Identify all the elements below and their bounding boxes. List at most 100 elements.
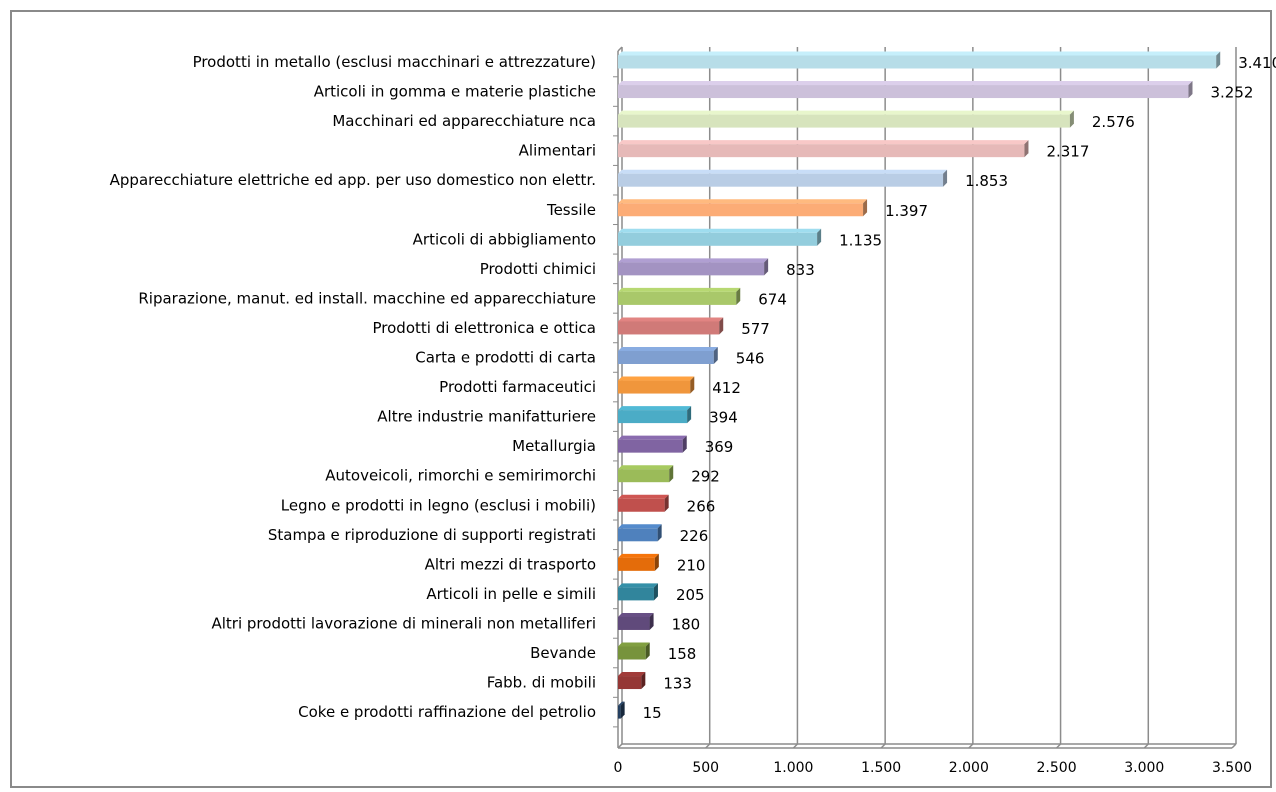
bar-top-face <box>618 81 1193 86</box>
bar <box>618 114 1070 128</box>
bar <box>618 203 864 217</box>
x-tick-label: 1.500 <box>861 760 901 776</box>
bar-top-face <box>618 199 868 204</box>
value-label: 226 <box>680 527 709 545</box>
value-label: 369 <box>705 438 734 456</box>
value-label: 210 <box>677 556 706 574</box>
bar-top-face <box>618 612 654 617</box>
bar-top-face <box>618 583 658 588</box>
value-label: 833 <box>786 261 815 279</box>
bar <box>618 144 1025 158</box>
bar-top-face <box>618 642 650 647</box>
axis-corner <box>617 743 623 749</box>
bar-top-face <box>618 287 741 292</box>
bar-top-face <box>618 494 669 499</box>
x-tick-label: 2.000 <box>949 760 989 776</box>
bar <box>618 410 688 424</box>
value-label: 577 <box>741 320 770 338</box>
category-label: Prodotti di elettronica e ottica <box>373 319 596 337</box>
bars <box>618 51 1221 719</box>
bar-top-face <box>618 140 1029 145</box>
category-label: Prodotti chimici <box>480 260 596 278</box>
value-label: 394 <box>709 409 738 427</box>
value-label: 180 <box>672 615 701 633</box>
value-label: 266 <box>687 497 716 515</box>
value-label: 133 <box>663 675 692 693</box>
bar-top-face <box>618 701 625 706</box>
bar-top-face <box>618 51 1221 56</box>
category-label: Riparazione, manut. ed install. macchine… <box>138 289 596 307</box>
value-label: 158 <box>668 645 697 663</box>
bar-end-face <box>817 228 822 246</box>
x-tick-label: 500 <box>692 760 719 776</box>
value-label: 3.410 <box>1238 54 1276 72</box>
bar-end-face <box>764 258 769 276</box>
bar-end-face <box>645 642 650 660</box>
bar <box>618 85 1189 99</box>
category-label: Fabb. di mobili <box>487 674 596 692</box>
bar-end-face <box>620 701 625 719</box>
bar-top-face <box>618 435 687 440</box>
value-label: 292 <box>691 468 720 486</box>
value-label: 3.252 <box>1210 84 1253 102</box>
bar-end-face <box>687 406 692 424</box>
x-tick-label: 3.500 <box>1212 760 1252 776</box>
bar <box>618 351 714 364</box>
value-label: 546 <box>736 350 765 368</box>
bar-end-face <box>682 435 687 453</box>
category-label: Stampa e riproduzione di supporti regist… <box>268 526 596 544</box>
bar-top-face <box>618 317 724 322</box>
category-label: Metallurgia <box>512 437 596 455</box>
bar-end-face <box>1024 140 1029 158</box>
bar <box>618 469 670 483</box>
category-label: Alimentari <box>519 142 596 160</box>
bar-top-face <box>618 228 822 233</box>
bar-end-face <box>943 169 948 187</box>
value-label: 674 <box>758 290 787 308</box>
gridlines <box>705 47 1237 749</box>
x-tick-label: 1.000 <box>773 760 813 776</box>
bar <box>618 646 646 660</box>
bar <box>618 676 642 690</box>
category-label: Altre industrie manifatturiere <box>377 408 596 426</box>
category-labels: Prodotti in metallo (esclusi macchinari … <box>110 53 596 721</box>
bar-end-face <box>719 317 724 335</box>
category-label: Articoli in pelle e simili <box>426 585 596 603</box>
category-label: Carta e prodotti di carta <box>415 349 596 367</box>
value-label: 412 <box>712 379 741 397</box>
category-label: Coke e prodotti raffinazione del petroli… <box>298 703 596 721</box>
bar <box>618 232 818 246</box>
bar-end-face <box>669 465 674 483</box>
bar <box>618 705 621 719</box>
bar <box>618 291 737 305</box>
x-tick-label: 0 <box>614 760 623 776</box>
bar-top-face <box>618 524 662 529</box>
category-label: Bevande <box>530 644 596 662</box>
bar-top-face <box>618 376 695 381</box>
value-label: 205 <box>676 586 705 604</box>
category-label: Altri prodotti lavorazione di minerali n… <box>212 614 597 632</box>
bar-end-face <box>1216 51 1221 69</box>
value-label: 1.397 <box>885 202 928 220</box>
value-label: 15 <box>643 704 662 722</box>
category-label: Altri mezzi di trasporto <box>425 555 596 573</box>
x-tick-label: 3.000 <box>1124 760 1164 776</box>
bar <box>618 587 654 601</box>
bar-end-face <box>641 672 646 690</box>
category-label: Macchinari ed apparecchiature nca <box>332 112 596 130</box>
axes <box>613 46 1236 749</box>
category-label: Articoli di abbigliamento <box>413 230 596 248</box>
bar <box>618 439 683 453</box>
category-label: Autoveicoli, rimorchi e semirimorchi <box>325 467 596 485</box>
bar-top-face <box>618 347 718 351</box>
x-tick-labels: 0 500 1.000 1.500 2.000 2.500 3.000 3.500 <box>614 760 1253 776</box>
category-label: Tessile <box>546 201 596 219</box>
bar <box>618 498 665 512</box>
bar-top-face <box>618 110 1074 115</box>
value-label: 1.135 <box>839 231 882 249</box>
bar <box>618 321 720 335</box>
bar-end-face <box>653 583 658 601</box>
bar <box>618 557 655 571</box>
bar-end-face <box>654 553 659 571</box>
